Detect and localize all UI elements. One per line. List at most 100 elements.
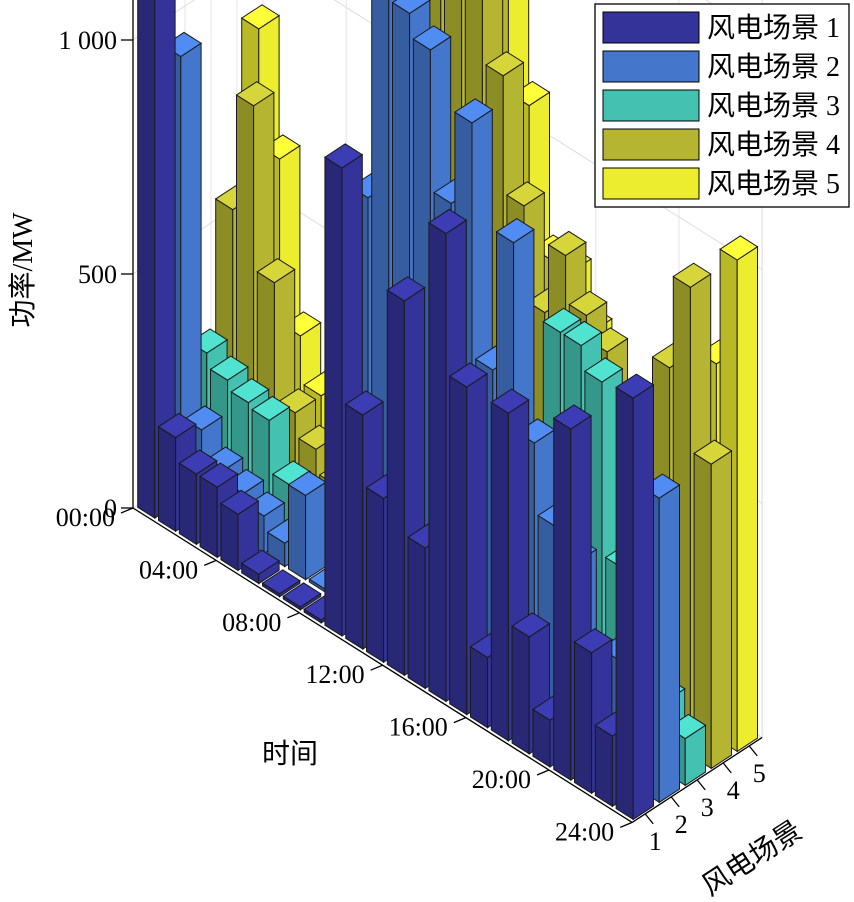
bar-top <box>552 404 593 430</box>
bar-top <box>427 208 468 235</box>
bar-top <box>448 362 489 388</box>
time-tick-label: 00:00 <box>56 503 115 532</box>
z-tick-label: 0 <box>104 494 117 523</box>
bar-top <box>490 388 530 414</box>
bar-s1-06:00 <box>261 569 301 598</box>
bar-front <box>428 221 447 703</box>
legend: 风电场景 1 风电场景 2 风电场景 3 风电场景 4 风电场景 5 <box>594 3 850 208</box>
bar-front <box>345 403 364 651</box>
bar-top <box>240 4 281 30</box>
scenario-tick <box>670 796 680 808</box>
bar-top <box>568 290 608 316</box>
z-tick-label: 500 <box>78 260 117 289</box>
time-tick <box>287 612 300 619</box>
legend-item: 风电场景 5 <box>602 167 840 200</box>
scenario-tick-label: 4 <box>727 776 740 805</box>
bar-front <box>449 375 468 716</box>
time-axis-label: 时间 <box>262 738 318 770</box>
bar-top <box>386 276 426 302</box>
legend-item: 风电场景 2 <box>602 50 840 83</box>
bar-front <box>324 156 343 637</box>
bar-top <box>583 357 624 383</box>
bar-side <box>658 483 680 804</box>
bar-top <box>271 460 312 486</box>
bar-s1-05:00 <box>240 549 281 585</box>
z-tick-label: 1 000 <box>59 26 118 55</box>
bar-s2-06:00 <box>287 470 327 581</box>
time-tick-label: 20:00 <box>472 765 531 794</box>
bar-top <box>453 98 494 124</box>
scenario-axis-label: 风电场景 <box>696 815 807 902</box>
bar-top <box>261 569 301 595</box>
bar-s1-00:00 <box>137 0 176 520</box>
scenario-tick-label: 2 <box>675 810 688 839</box>
bar-top <box>235 81 275 107</box>
time-tick <box>370 664 383 671</box>
scenario-tick-label: 3 <box>701 793 714 822</box>
legend-label: 风电场景 2 <box>707 51 840 83</box>
bar-front <box>470 645 489 729</box>
bar-top <box>412 25 452 51</box>
time-tick <box>453 716 467 724</box>
bar-top <box>511 612 551 638</box>
bar-front <box>615 386 634 821</box>
bar-top <box>323 143 364 169</box>
bar-top <box>282 582 322 608</box>
legend-swatch <box>602 11 700 44</box>
bar-side <box>736 245 758 753</box>
time-tick <box>203 559 217 567</box>
bar-front <box>158 425 177 533</box>
bar-top <box>178 449 218 475</box>
bar-top <box>230 378 270 404</box>
bar-s4-23:00 <box>693 439 733 770</box>
bar-front <box>220 502 239 572</box>
bar-top <box>693 439 733 465</box>
bar-top <box>219 489 260 515</box>
bar-front <box>553 417 572 782</box>
bar-front <box>574 641 593 795</box>
bar-side <box>305 481 327 581</box>
scenario-tick <box>644 813 654 825</box>
legend-swatch <box>602 128 700 161</box>
time-tick <box>120 507 134 514</box>
bar-front <box>366 486 385 664</box>
scenario-tick-label: 1 <box>649 827 662 856</box>
time-tick-label: 16:00 <box>389 713 448 742</box>
legend-item: 风电场景 4 <box>602 128 840 161</box>
time-tick <box>536 769 550 776</box>
bar-top <box>573 628 613 654</box>
bar-top <box>505 181 546 207</box>
bar-top <box>495 218 535 244</box>
bar-front <box>137 0 156 520</box>
bars <box>137 0 759 821</box>
scenario-tick-label: 5 <box>753 759 766 788</box>
bar-front <box>511 625 530 755</box>
time-tick-label: 12:00 <box>305 660 364 689</box>
bar-front <box>199 475 218 559</box>
legend-label: 风电场景 1 <box>707 12 840 44</box>
time-tick-label: 24:00 <box>555 817 614 846</box>
bar-top <box>157 412 197 439</box>
legend-swatch <box>602 50 700 83</box>
time-tick-label: 04:00 <box>139 555 198 584</box>
legend-swatch <box>602 89 700 122</box>
bar-front <box>178 462 197 546</box>
bar-top <box>485 51 525 77</box>
bar-side <box>710 449 732 770</box>
legend-swatch <box>602 167 700 200</box>
bar-top <box>563 320 603 347</box>
bar-top <box>240 549 281 575</box>
bar-top <box>256 258 296 284</box>
bar-s1-23:00 <box>615 373 655 821</box>
legend-label: 风电场景 5 <box>707 168 840 200</box>
bar-front <box>490 401 509 742</box>
bar-front <box>407 536 426 690</box>
bar-top <box>542 307 582 333</box>
scenario-tick <box>722 762 732 774</box>
bar-top <box>199 462 239 488</box>
legend-label: 风电场景 3 <box>707 90 840 122</box>
bar-top <box>615 373 655 399</box>
bar-top <box>719 235 759 261</box>
